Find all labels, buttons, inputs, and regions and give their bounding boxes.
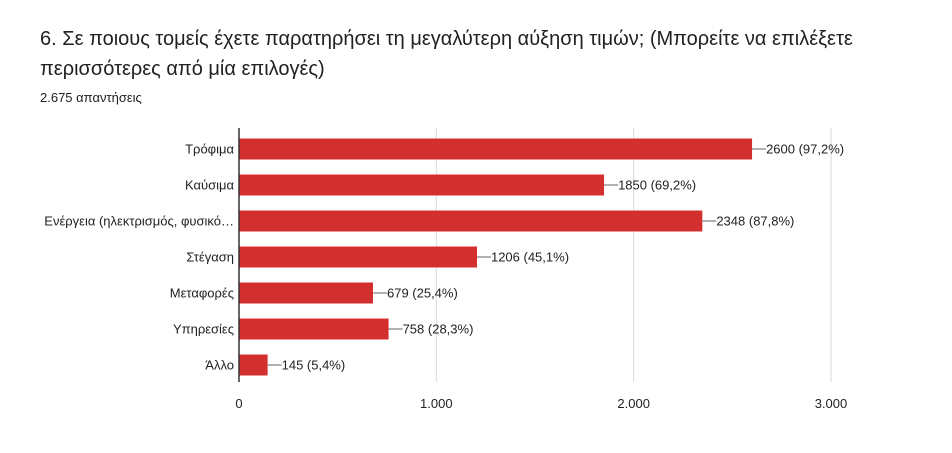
bar — [239, 246, 477, 268]
question-title: 6. Σε ποιους τομείς έχετε παρατηρήσει τη… — [40, 28, 853, 80]
value-label: 758 (28,3%) — [403, 322, 474, 337]
response-count: 2.675 απαντήσεις — [40, 90, 142, 105]
bar — [239, 282, 373, 304]
category-label: Ενέργεια (ηλεκτρισμός, φυσικό… — [44, 214, 234, 229]
value-label: 145 (5,4%) — [282, 358, 346, 373]
category-label: Μεταφορές — [170, 286, 234, 301]
category-label: Καύσιμα — [185, 178, 235, 193]
x-tick-label: 3.000 — [815, 396, 848, 411]
x-tick-label: 1.000 — [420, 396, 453, 411]
category-label: Υπηρεσίες — [173, 322, 234, 337]
value-label: 2600 (97,2%) — [766, 142, 844, 157]
x-tick-label: 0 — [235, 396, 242, 411]
bar — [239, 210, 703, 232]
value-label: 2348 (87,8%) — [716, 214, 794, 229]
x-tick-label: 2.000 — [617, 396, 650, 411]
bar — [239, 174, 605, 196]
category-label: Τρόφιμα — [185, 142, 234, 157]
bar — [239, 354, 268, 376]
category-label: Στέγαση — [186, 250, 234, 265]
bar — [239, 138, 753, 160]
value-label: 1206 (45,1%) — [491, 250, 569, 265]
category-label: Άλλο — [205, 358, 234, 373]
value-label: 679 (25,4%) — [387, 286, 458, 301]
value-label: 1850 (69,2%) — [618, 178, 696, 193]
bar — [239, 318, 389, 340]
